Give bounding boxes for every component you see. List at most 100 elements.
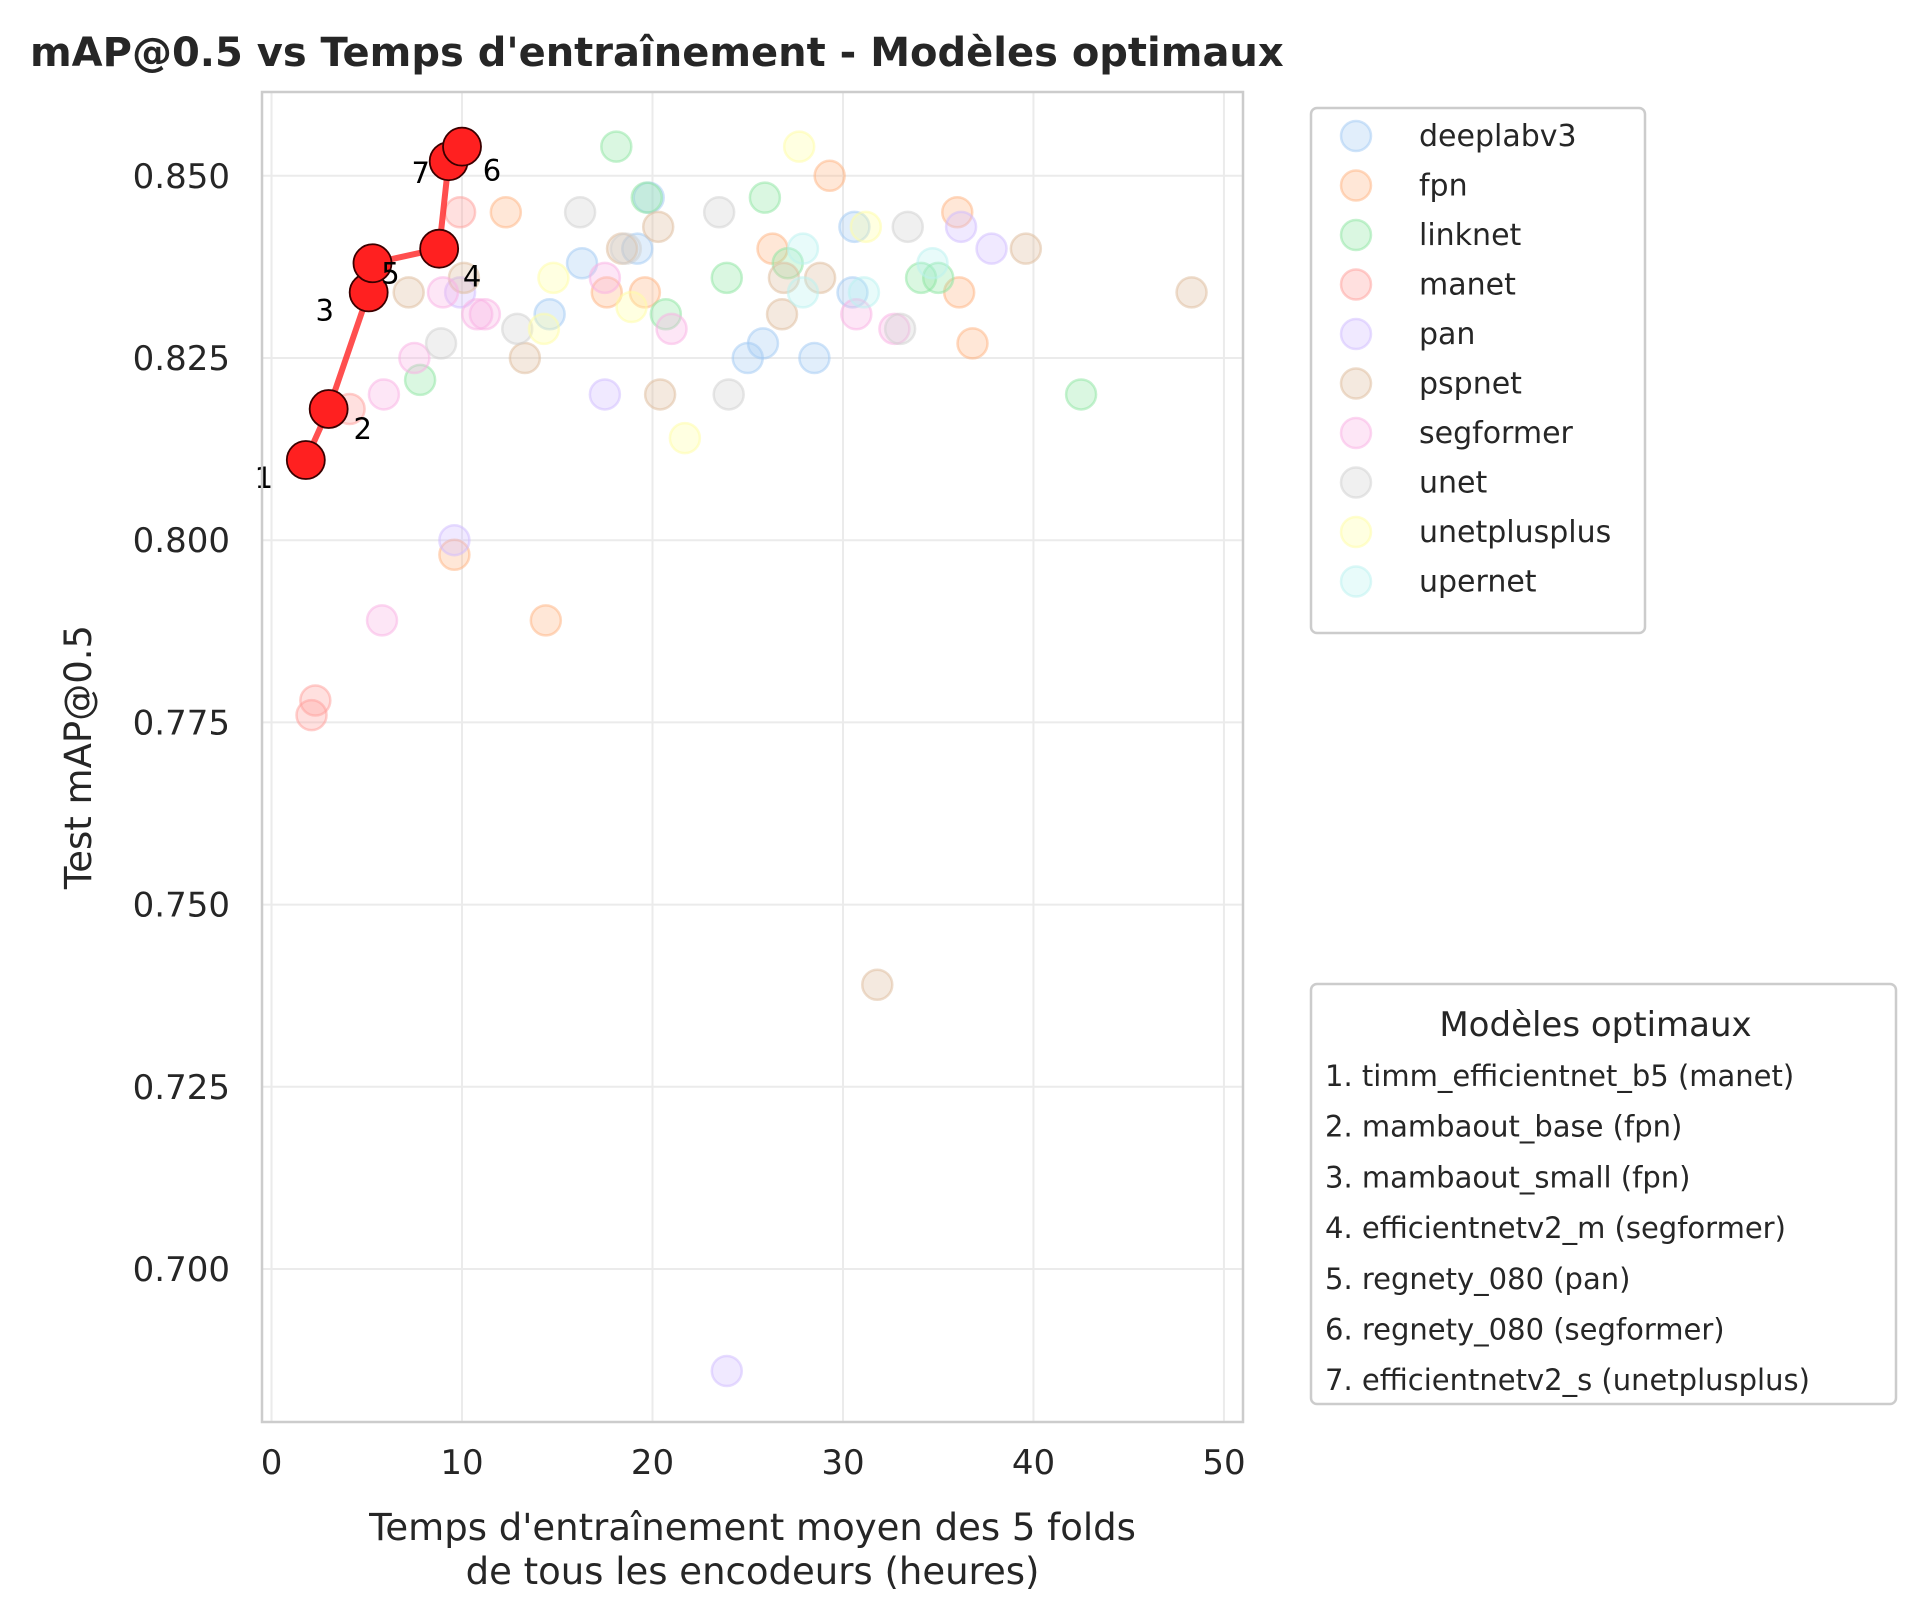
point-manet (299, 684, 332, 717)
x-tick-label: 30 (821, 1443, 864, 1483)
point-segformer (367, 378, 401, 411)
legend-marker-pspnet (1339, 367, 1373, 400)
point-deeplabv3 (565, 247, 599, 280)
y-tick-label: 0.700 (133, 1250, 230, 1290)
point-segformer (468, 298, 502, 331)
point-segformer (655, 312, 688, 346)
optimal-label-1: 1 (255, 461, 273, 495)
point-linknet (600, 130, 633, 163)
point-unetplusplus (527, 312, 561, 346)
optimal-label-4: 4 (463, 260, 481, 294)
legend-label-unetplusplus: unetplusplus (1419, 515, 1611, 550)
x-tick-label: 40 (1012, 1443, 1055, 1483)
y-tick-label: 0.850 (133, 157, 230, 197)
legend-label-upernet: upernet (1419, 565, 1537, 600)
point-unet (424, 327, 458, 360)
point-segformer (588, 261, 622, 295)
legend-marker-pan (1339, 317, 1373, 351)
point-fpn (529, 604, 563, 637)
point-linknet (630, 181, 664, 214)
point-unetplusplus (668, 421, 702, 455)
point-fpn (813, 159, 846, 193)
legend-architectures: deeplabv3 fpn linknet manet pan pspnet segform… (1309, 106, 1647, 635)
point-unetplusplus (615, 290, 648, 324)
point-unet (563, 195, 597, 229)
x-axis-label-line-2: de tous les encodeurs (heures) (466, 1550, 1040, 1593)
point-unetplusplus (849, 210, 883, 244)
point-upernet (847, 276, 881, 309)
point-unet (702, 195, 736, 229)
legend-optimal-entry: 2. mambaout_base (fpn) (1325, 1110, 1682, 1144)
point-unet (501, 312, 534, 346)
point-pspnet (643, 378, 677, 411)
point-pspnet (1175, 276, 1208, 309)
point-segformer (365, 604, 399, 637)
y-tick-label: 0.750 (133, 886, 230, 926)
x-tick-label: 10 (440, 1443, 483, 1483)
legend-marker-unetplusplus (1339, 515, 1373, 549)
point-pan (438, 523, 471, 557)
point-pspnet (392, 276, 425, 309)
optimal-label-6: 6 (483, 154, 501, 188)
legend-marker-deeplabv3 (1339, 119, 1373, 153)
point-unetplusplus (782, 130, 816, 163)
optimal-point-2 (308, 389, 349, 429)
point-upernet (916, 247, 949, 280)
point-linknet (1064, 378, 1098, 411)
point-pan (710, 1354, 744, 1388)
point-fpn (956, 327, 989, 360)
point-deeplabv3 (838, 210, 871, 244)
point-unet (712, 378, 745, 411)
point-pan (944, 210, 978, 244)
optimal-label-2: 2 (353, 412, 371, 446)
y-tick-label: 0.775 (133, 703, 230, 743)
point-deeplabv3 (798, 341, 831, 375)
y-tick-label: 0.825 (133, 339, 230, 379)
legend-label-deeplabv3: deeplabv3 (1419, 119, 1577, 154)
legend-optimal-entry: 5. regnety_080 (pan) (1325, 1262, 1630, 1296)
optimal-point-6 (442, 126, 482, 167)
legend-label-unet: unet (1419, 466, 1487, 501)
axis-ticks: 0 10 20 30 40 50 0.700 0.725 0.750 0.775 0.800 0.82… (133, 157, 1246, 1483)
legend-marker-linknet (1339, 218, 1373, 252)
optimal-label-3: 3 (315, 293, 333, 327)
y-axis-label: Test mAP@0.5 (57, 625, 100, 890)
scatter-points (295, 130, 1208, 1388)
point-linknet (710, 261, 744, 295)
point-upernet (786, 232, 820, 265)
point-segformer (398, 341, 431, 375)
legend-label-pspnet: pspnet (1419, 367, 1522, 402)
point-pspnet (1009, 232, 1043, 265)
point-segformer (460, 298, 494, 331)
legend-architectures-box (1309, 106, 1647, 635)
point-pspnet (508, 341, 542, 375)
legend-marker-manet (1339, 268, 1373, 301)
chart-title: mAP@0.5 vs Temps d'entraînement - Modèle… (30, 30, 1284, 76)
point-deeplabv3 (746, 327, 780, 360)
point-linknet (748, 181, 782, 214)
point-pspnet (861, 968, 894, 1001)
optimal-point-4 (419, 228, 460, 269)
y-tick-label: 0.800 (133, 521, 230, 561)
point-pspnet (641, 210, 675, 244)
legend-marker-unet (1339, 466, 1373, 499)
point-pan (975, 232, 1008, 265)
legend-optimal-entry: 6. regnety_080 (segformer) (1325, 1313, 1725, 1347)
x-tick-label: 0 (261, 1443, 283, 1483)
point-unet (891, 210, 924, 244)
legend-optimal-box (1309, 982, 1898, 1406)
plot-frame (260, 90, 1245, 1424)
optimal-label-5: 5 (381, 256, 399, 290)
legend-optimal-models: Modèles optimaux 1. timm_efficientnet_b5… (1309, 982, 1898, 1406)
point-fpn (489, 195, 523, 229)
legend-marker-upernet (1339, 565, 1373, 598)
point-unet (883, 312, 917, 346)
point-unet (609, 232, 643, 265)
legend-label-segformer: segformer (1419, 416, 1574, 451)
legend-label-pan: pan (1419, 317, 1475, 352)
point-upernet (786, 276, 820, 309)
legend-marker-fpn (1339, 169, 1373, 202)
legend-optimal-entry: 1. timm_efficientnet_b5 (manet) (1325, 1059, 1794, 1093)
legend-optimal-entry: 4. efficientnetv2_m (segformer) (1325, 1211, 1786, 1245)
